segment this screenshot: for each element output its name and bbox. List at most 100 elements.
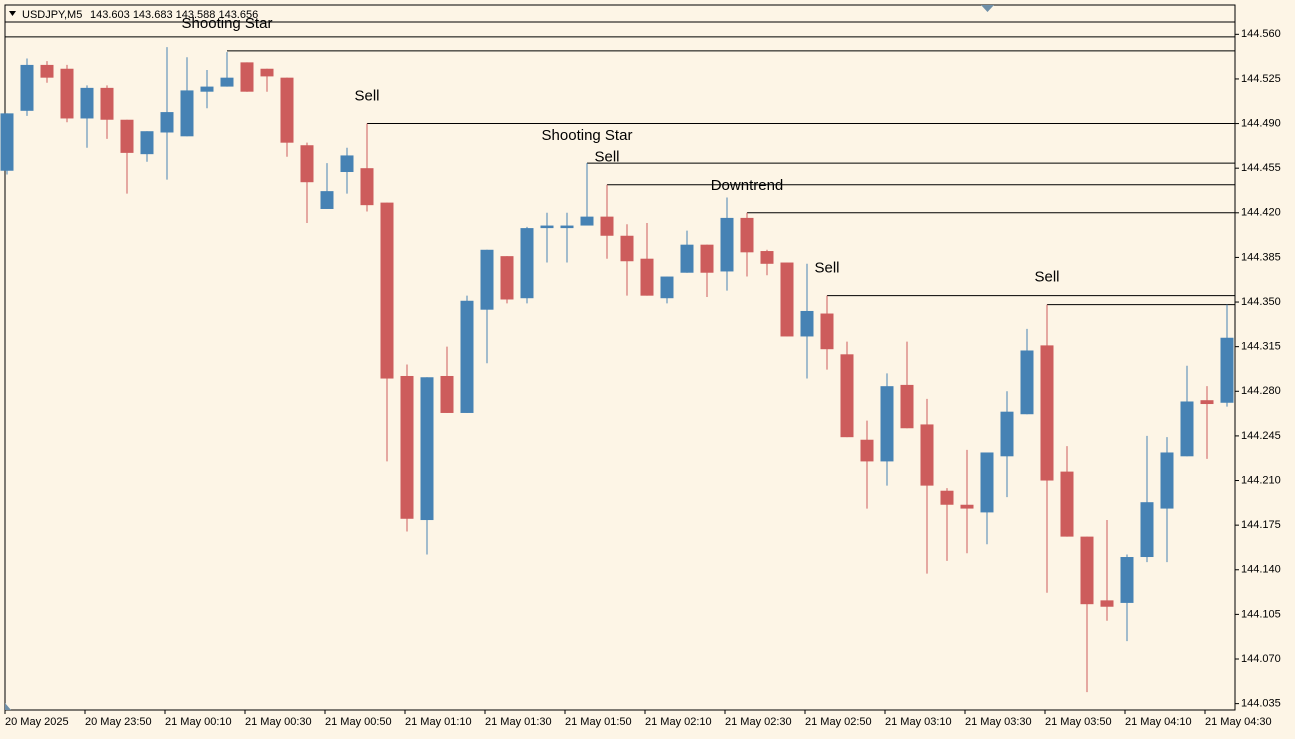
- x-tick-label: 21 May 00:30: [245, 716, 312, 728]
- candle-body: [440, 375, 454, 413]
- x-tick-label: 21 May 02:50: [805, 716, 872, 728]
- candle-body: [60, 68, 74, 119]
- header-symbol: USDJPY,M5: [22, 9, 82, 21]
- candle-body: [280, 77, 294, 143]
- y-tick-label: 144.315: [1241, 341, 1281, 353]
- candle-body: [1140, 502, 1154, 558]
- x-tick-label: 21 May 00:10: [165, 716, 232, 728]
- candle-body: [200, 86, 214, 92]
- annotation-label: Sell: [354, 88, 379, 105]
- candle-body: [820, 313, 834, 350]
- candle-body: [1220, 337, 1234, 403]
- candle-body: [1000, 411, 1014, 457]
- candle-body: [880, 386, 894, 462]
- candle-body: [980, 452, 994, 513]
- candle-body: [260, 68, 274, 77]
- candle-body: [1060, 471, 1074, 537]
- candle-body: [20, 64, 34, 111]
- candle-body: [600, 216, 614, 236]
- candle-body: [0, 113, 14, 171]
- candle-body: [1160, 452, 1174, 509]
- y-tick-label: 144.175: [1241, 519, 1281, 531]
- corner-marker: [5, 703, 11, 710]
- x-tick-label: 21 May 03:10: [885, 716, 952, 728]
- x-tick-label: 21 May 02:10: [645, 716, 712, 728]
- x-tick-label: 21 May 00:50: [325, 716, 392, 728]
- candle-body: [620, 235, 634, 262]
- plot-frame: [4, 4, 1236, 711]
- annotation-label: Shooting Star: [182, 15, 273, 32]
- candle-body: [760, 251, 774, 264]
- candle-body: [380, 202, 394, 379]
- candle-body: [940, 490, 954, 505]
- candle-body: [740, 217, 754, 253]
- candle-body: [40, 64, 54, 78]
- y-tick-label: 144.140: [1241, 564, 1281, 576]
- x-tick-label: 21 May 03:50: [1045, 716, 1112, 728]
- candle-body: [700, 244, 714, 273]
- candle-body: [120, 119, 134, 153]
- candle-body: [240, 62, 254, 92]
- y-tick-label: 144.385: [1241, 251, 1281, 263]
- candle-body: [340, 155, 354, 173]
- candle-body: [1120, 557, 1134, 603]
- annotation-label: Sell: [594, 149, 619, 166]
- candle-body: [580, 216, 594, 226]
- candle-body: [960, 504, 974, 509]
- header-quote: 143.603 143.683 143.588 143.656: [90, 9, 258, 21]
- candle-body: [1040, 345, 1054, 481]
- candle-body: [780, 262, 794, 337]
- candle-body: [720, 217, 734, 272]
- candle-body: [840, 354, 854, 438]
- candle-body: [920, 424, 934, 486]
- y-tick-label: 144.420: [1241, 207, 1281, 219]
- candle-body: [400, 375, 414, 519]
- annotation-label: Downtrend: [711, 177, 784, 194]
- y-tick-label: 144.490: [1241, 117, 1281, 129]
- candle-body: [660, 276, 674, 299]
- candle-body: [100, 87, 114, 120]
- candle-body: [520, 228, 534, 299]
- candle-body: [460, 300, 474, 413]
- x-tick-label: 21 May 01:30: [485, 716, 552, 728]
- x-tick-label: 20 May 2025: [5, 716, 69, 728]
- x-tick-label: 20 May 23:50: [85, 716, 152, 728]
- x-tick-label: 21 May 04:10: [1125, 716, 1192, 728]
- candle-body: [900, 384, 914, 429]
- candle-body: [800, 310, 814, 337]
- y-tick-label: 144.280: [1241, 385, 1281, 397]
- candle-body: [360, 168, 374, 206]
- candle-body: [320, 191, 334, 209]
- candle-body: [560, 225, 574, 229]
- y-tick-label: 144.035: [1241, 698, 1281, 710]
- x-tick-label: 21 May 01:10: [405, 716, 472, 728]
- candle-body: [80, 87, 94, 119]
- annotation-label: Shooting Star: [542, 127, 633, 144]
- y-tick-label: 144.455: [1241, 162, 1281, 174]
- shift-marker: [981, 5, 994, 12]
- y-tick-label: 144.525: [1241, 73, 1281, 85]
- candle-body: [300, 145, 314, 183]
- candle-body: [640, 258, 654, 296]
- annotation-label: Sell: [814, 260, 839, 277]
- candle-body: [1020, 350, 1034, 415]
- candle-body: [420, 377, 434, 521]
- candle-body: [540, 225, 554, 229]
- candle-body: [140, 131, 154, 155]
- candle-body: [480, 249, 494, 310]
- x-tick-label: 21 May 02:30: [725, 716, 792, 728]
- y-tick-label: 144.105: [1241, 608, 1281, 620]
- candle-body: [220, 77, 234, 87]
- y-tick-label: 144.210: [1241, 474, 1281, 486]
- y-tick-label: 144.070: [1241, 653, 1281, 665]
- candle-body: [180, 90, 194, 137]
- candle-body: [680, 244, 694, 273]
- candle-body: [1200, 400, 1214, 405]
- candle-body: [1180, 401, 1194, 457]
- candle-body: [160, 112, 174, 133]
- x-tick-label: 21 May 04:30: [1205, 716, 1272, 728]
- candle-body: [1080, 536, 1094, 605]
- candle-body: [500, 256, 514, 300]
- y-tick-label: 144.245: [1241, 430, 1281, 442]
